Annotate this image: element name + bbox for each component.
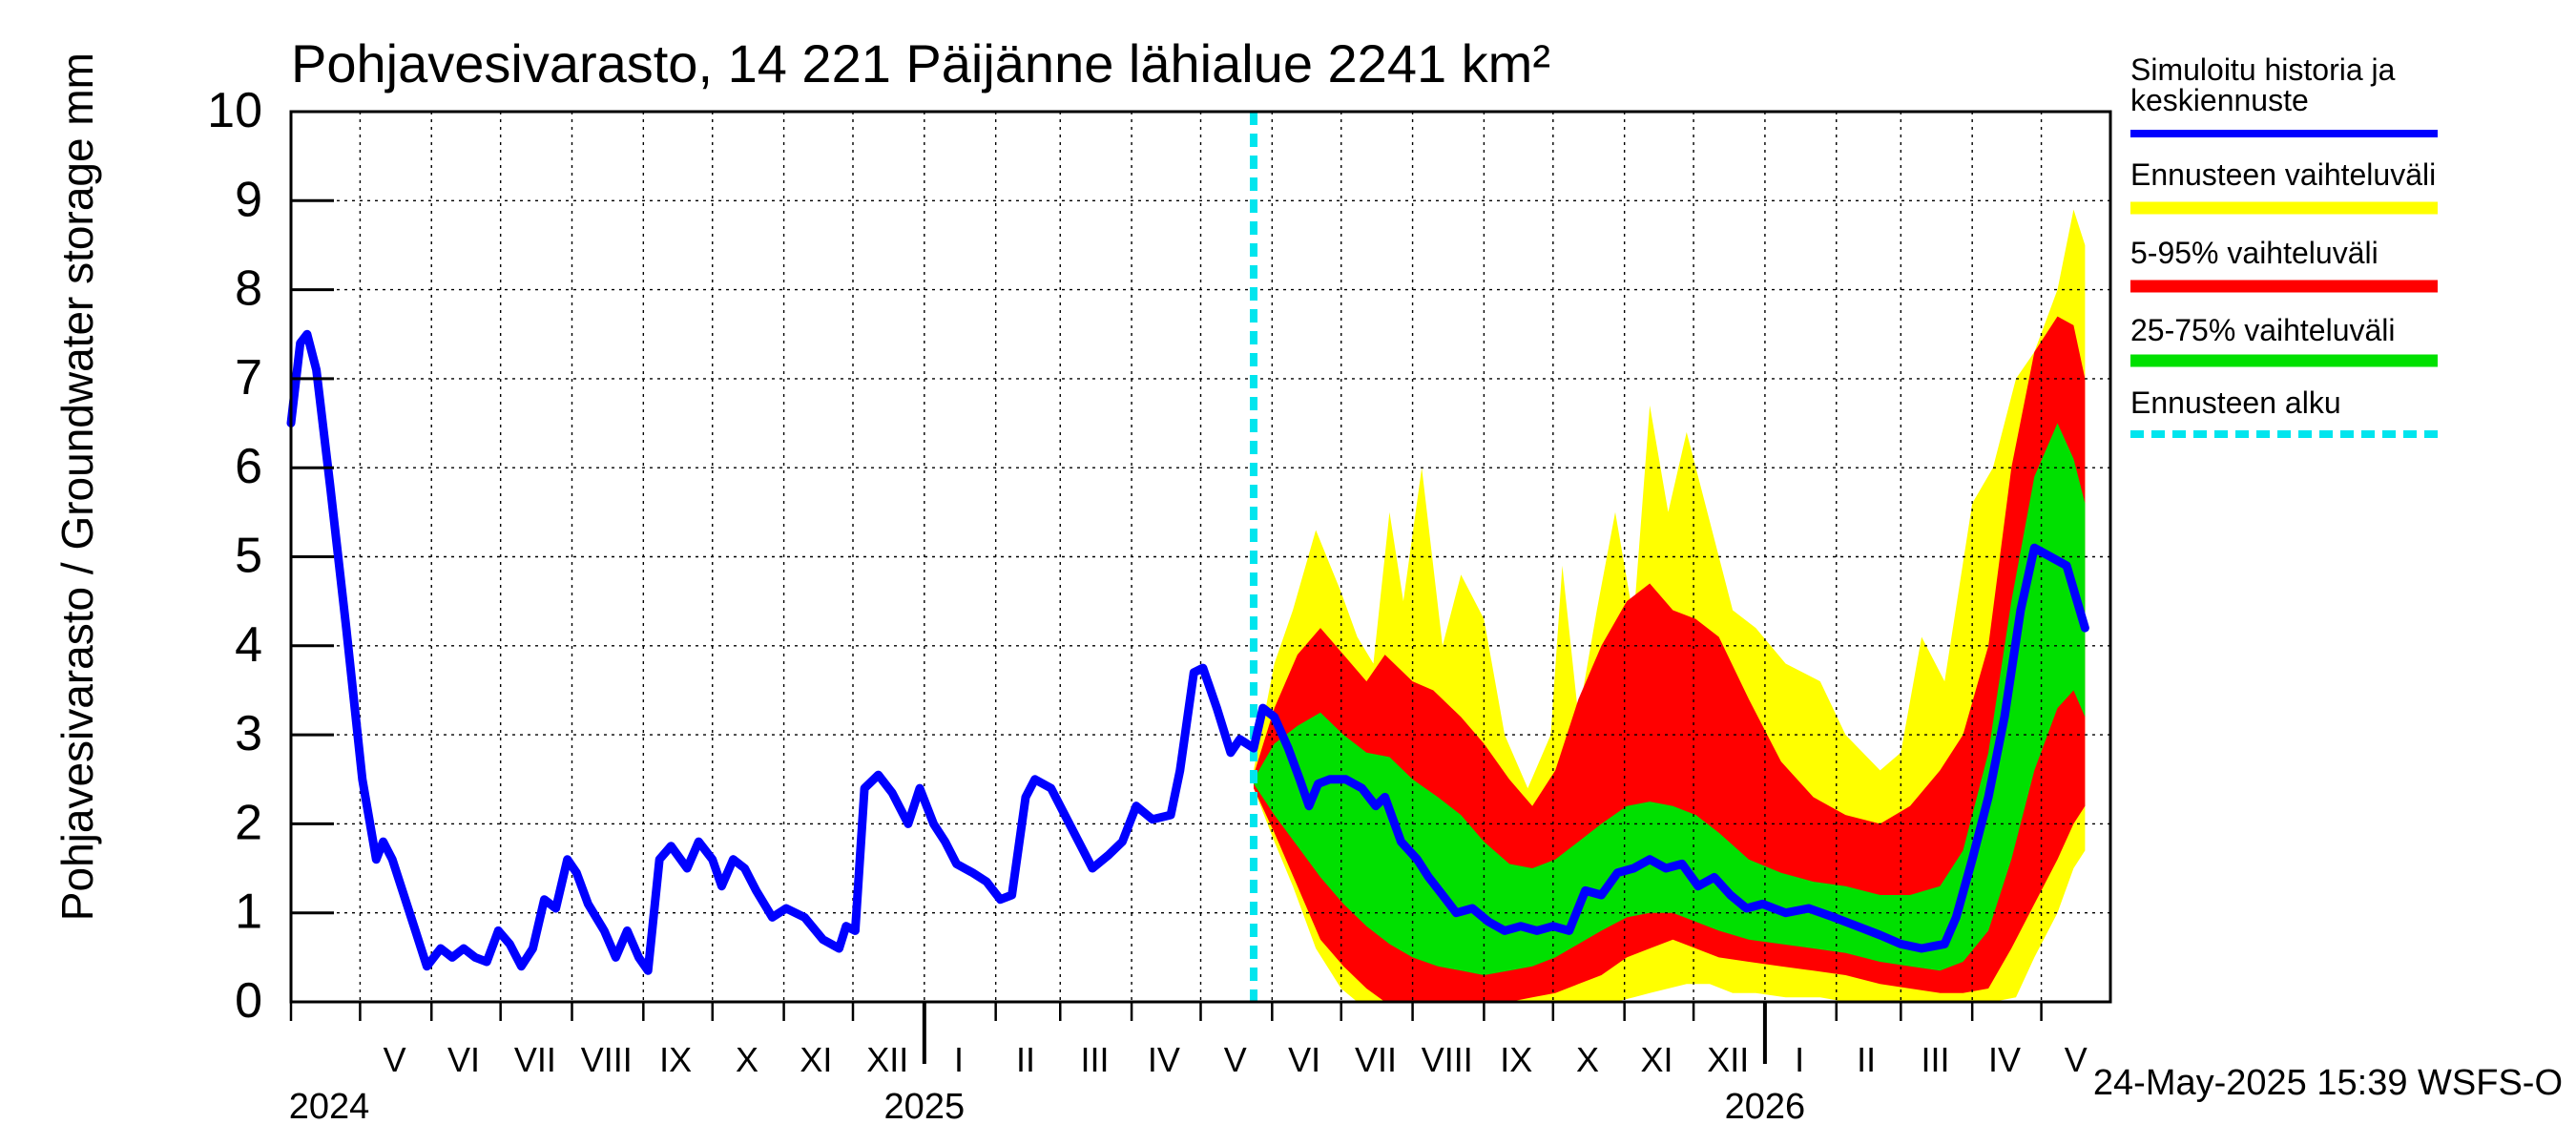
band-3 (1254, 423, 2086, 975)
legend-label: 5-95% vaihteluväli (2130, 236, 2379, 270)
y-tick-label: 7 (235, 350, 262, 406)
y-tick-label: 4 (235, 617, 262, 673)
month-label: V (384, 1040, 406, 1079)
month-label: XII (1707, 1040, 1749, 1079)
year-label: 2025 (884, 1087, 966, 1127)
month-label: III (1080, 1040, 1109, 1079)
month-label: X (1576, 1040, 1599, 1079)
month-label: II (1016, 1040, 1035, 1079)
month-label: IX (1500, 1040, 1532, 1079)
y-tick-label: 1 (235, 885, 262, 940)
y-tick-label: 2 (235, 795, 262, 850)
legend-label: Ennusteen alku (2130, 385, 2341, 420)
month-label: VI (447, 1040, 480, 1079)
y-axis-label: Pohjavesivarasto / Groundwater storage m… (52, 52, 102, 921)
month-label: XII (866, 1040, 908, 1079)
year-label: 2026 (1725, 1087, 1806, 1127)
legend-label: 25-75% vaihteluväli (2130, 313, 2396, 347)
y-tick-label: 9 (235, 172, 262, 227)
month-label: XI (800, 1040, 832, 1079)
legend-label: Simuloitu historia ja (2130, 52, 2396, 87)
month-label: V (1224, 1040, 1247, 1079)
month-label: III (1922, 1040, 1950, 1079)
timestamp: 24-May-2025 15:39 WSFS-O (2093, 1063, 2563, 1103)
month-label: X (736, 1040, 758, 1079)
mean-series (286, 329, 2089, 975)
month-label: VII (514, 1040, 556, 1079)
y-tick-label: 0 (235, 973, 262, 1029)
y-tick-label: 8 (235, 261, 262, 317)
y-tick-label: 6 (235, 439, 262, 494)
y-tick-label: 3 (235, 706, 262, 761)
year-label: 2024 (289, 1087, 370, 1127)
month-label: VI (1288, 1040, 1320, 1079)
month-label: V (2065, 1040, 2088, 1079)
month-label: VII (1355, 1040, 1397, 1079)
month-label: XI (1640, 1040, 1672, 1079)
mean-line (286, 329, 2089, 975)
month-label: IV (1148, 1040, 1180, 1079)
month-label: VIII (1422, 1040, 1473, 1079)
grid (291, 112, 2110, 1002)
y-tick-label: 5 (235, 529, 262, 584)
forecast-bands (1254, 209, 2086, 1003)
legend-label: Ennusteen vaihteluväli (2130, 157, 2436, 192)
legend-label: keskiennuste (2130, 83, 2309, 117)
month-label: IV (1988, 1040, 2021, 1079)
month-label: VIII (581, 1040, 633, 1079)
y-tick-label: 10 (207, 83, 262, 138)
month-label: I (954, 1040, 964, 1079)
chart-title: Pohjavesivarasto, 14 221 Päijänne lähial… (291, 33, 1550, 94)
month-label: IX (659, 1040, 692, 1079)
month-label: I (1795, 1040, 1804, 1079)
month-label: II (1857, 1040, 1876, 1079)
